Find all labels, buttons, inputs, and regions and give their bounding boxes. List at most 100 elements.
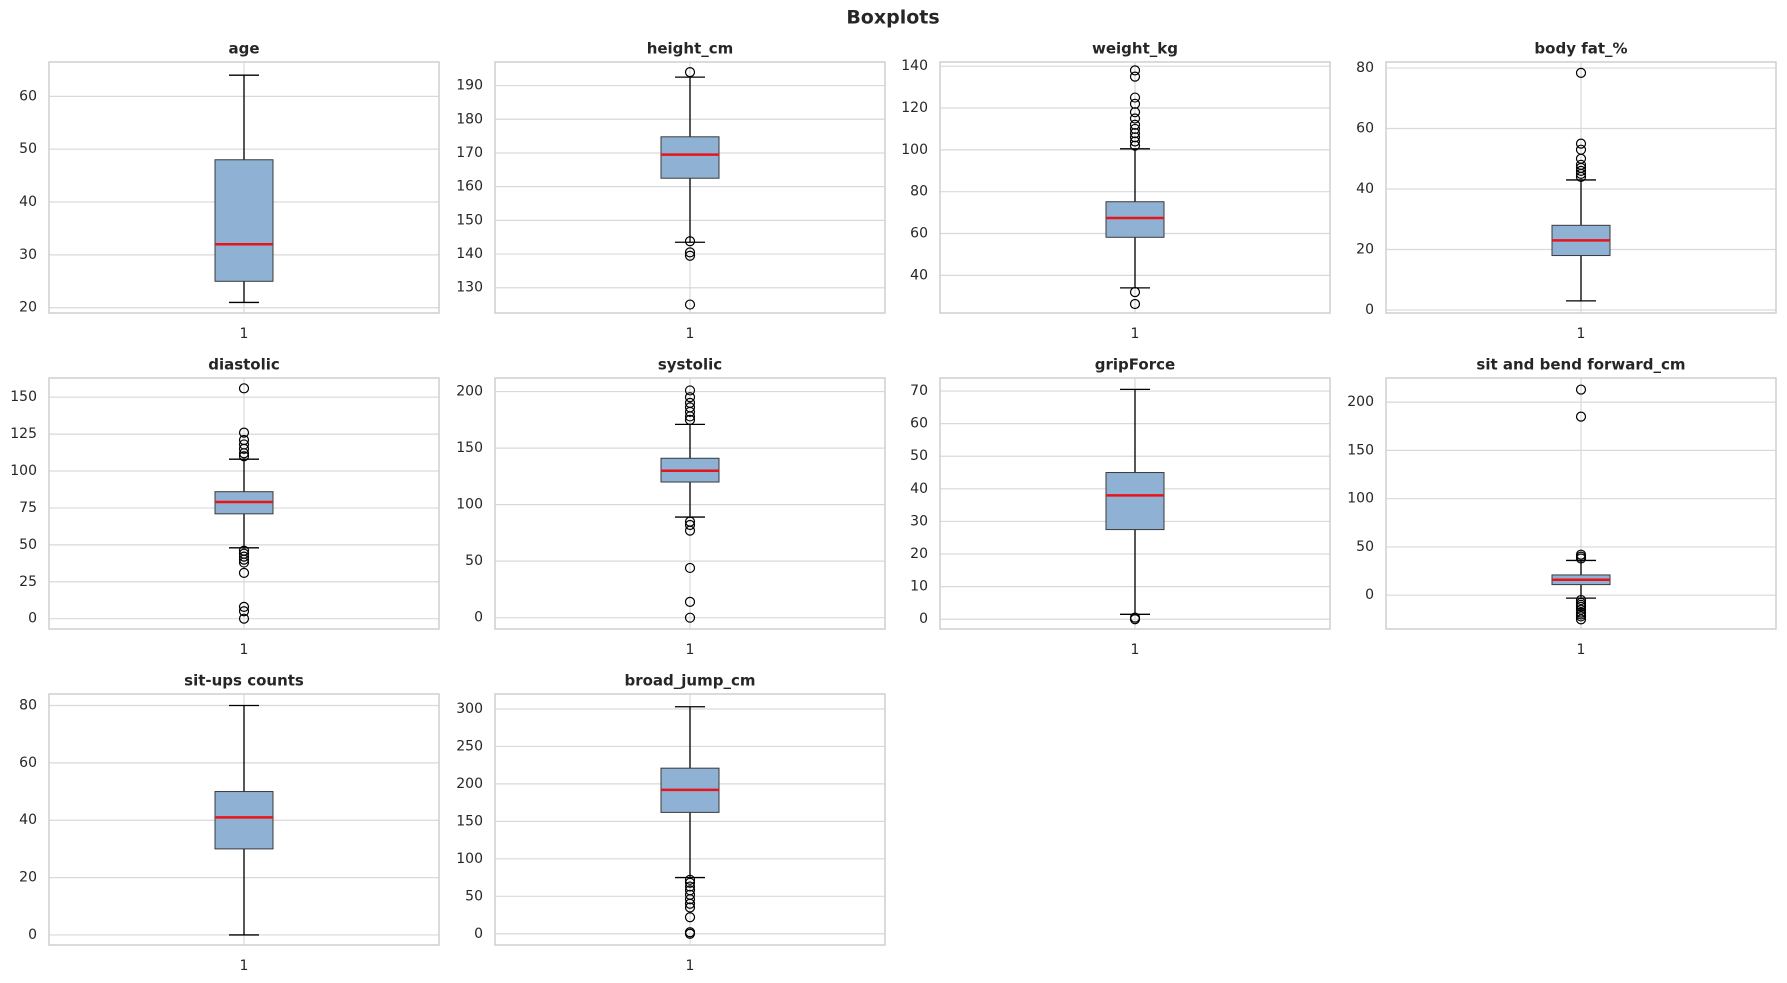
- outlier: [1129, 119, 1141, 130]
- outlier: [238, 557, 250, 568]
- y-tick-label: 50: [1356, 539, 1374, 555]
- y-tick-label: 20: [19, 300, 37, 316]
- x-tick-label: 1: [1131, 642, 1140, 658]
- y-tick-label: 0: [28, 611, 37, 627]
- x-tick-label: 1: [686, 326, 695, 342]
- axes-frame: [48, 693, 440, 946]
- outlier: [238, 551, 250, 562]
- subplot-title: diastolic: [208, 356, 280, 374]
- axes-frame: [494, 693, 886, 946]
- outlier: [1129, 136, 1141, 147]
- outlier: [1129, 107, 1141, 118]
- outlier: [684, 392, 696, 403]
- y-tick-label: 50: [465, 553, 483, 569]
- outlier: [684, 402, 696, 413]
- subplot-title: height_cm: [647, 40, 734, 58]
- subplot-title: systolic: [658, 356, 722, 374]
- axes-frame: [48, 377, 440, 630]
- outlier: [1129, 140, 1141, 151]
- y-tick-label: 200: [456, 384, 483, 400]
- outlier: [238, 567, 250, 578]
- y-tick-label: 250: [456, 738, 483, 754]
- outlier: [1575, 614, 1587, 625]
- outlier: [1129, 71, 1141, 82]
- outlier: [1575, 384, 1587, 395]
- outlier: [1129, 614, 1141, 625]
- outlier: [684, 397, 696, 408]
- outlier: [684, 928, 696, 939]
- outlier: [684, 525, 696, 536]
- outlier: [1575, 159, 1587, 170]
- outlier: [1575, 144, 1587, 155]
- outlier: [1575, 594, 1587, 606]
- outlier: [1575, 611, 1587, 622]
- outlier: [684, 912, 696, 923]
- y-tick-label: 180: [456, 111, 483, 127]
- outlier: [1575, 604, 1587, 615]
- y-tick-label: 40: [910, 481, 928, 497]
- outlier: [238, 613, 250, 624]
- x-tick-label: 1: [240, 642, 249, 658]
- x-tick-label: 1: [1577, 326, 1586, 342]
- outlier: [684, 385, 696, 396]
- outlier: [1129, 132, 1141, 143]
- y-tick-label: 150: [10, 389, 37, 405]
- y-tick-label: 190: [456, 78, 483, 94]
- subplot-title: sit and bend forward_cm: [1476, 356, 1685, 374]
- outlier: [1575, 411, 1587, 422]
- outlier: [1575, 138, 1587, 149]
- x-tick-label: 1: [240, 958, 249, 974]
- y-tick-label: 0: [474, 926, 483, 942]
- y-tick-label: 150: [1347, 442, 1374, 458]
- y-tick-label: 140: [901, 58, 928, 74]
- y-tick-label: 70: [910, 383, 928, 399]
- axes-frame: [494, 377, 886, 630]
- y-tick-label: 40: [910, 267, 928, 283]
- y-tick-label: 125: [10, 426, 37, 442]
- subplot-title: broad_jump_cm: [624, 672, 755, 690]
- y-tick-label: 60: [910, 416, 928, 432]
- outlier: [684, 250, 696, 261]
- outlier: [238, 427, 250, 438]
- y-tick-label: 50: [19, 141, 37, 157]
- outlier: [238, 554, 250, 565]
- x-tick-label: 1: [1577, 642, 1586, 658]
- subplot-title: gripForce: [1095, 356, 1175, 374]
- x-tick-label: 1: [240, 326, 249, 342]
- y-tick-label: 120: [901, 100, 928, 116]
- figure-title: Boxplots: [846, 7, 939, 29]
- axes-frame: [1385, 61, 1777, 314]
- outlier: [1129, 298, 1141, 310]
- y-tick-label: 130: [456, 280, 483, 296]
- outlier: [684, 519, 696, 531]
- subplot-title: sit-ups counts: [184, 672, 304, 690]
- outlier: [238, 451, 250, 462]
- outlier: [684, 881, 696, 892]
- y-tick-label: 50: [465, 888, 483, 904]
- outlier: [684, 414, 696, 425]
- outlier: [684, 874, 696, 885]
- outlier: [1575, 165, 1587, 176]
- x-tick-label: 1: [686, 642, 695, 658]
- box: [1105, 201, 1165, 238]
- y-tick-label: 40: [19, 812, 37, 828]
- box: [214, 791, 274, 850]
- box: [1105, 472, 1165, 531]
- outlier: [1129, 65, 1141, 76]
- y-tick-label: 80: [19, 697, 37, 713]
- y-tick-label: 50: [910, 448, 928, 464]
- y-tick-label: 0: [919, 611, 928, 627]
- y-tick-label: 170: [456, 145, 483, 161]
- y-tick-label: 150: [456, 813, 483, 829]
- subplot-title: body fat_%: [1534, 40, 1627, 58]
- axes-frame: [939, 61, 1331, 314]
- y-tick-label: 100: [1347, 491, 1374, 507]
- y-tick-label: 100: [456, 851, 483, 867]
- y-tick-label: 150: [456, 212, 483, 228]
- y-tick-label: 0: [28, 927, 37, 943]
- outlier: [1575, 601, 1587, 612]
- y-tick-label: 25: [19, 574, 37, 590]
- outlier: [684, 247, 696, 258]
- outlier: [238, 439, 250, 450]
- box: [660, 136, 720, 179]
